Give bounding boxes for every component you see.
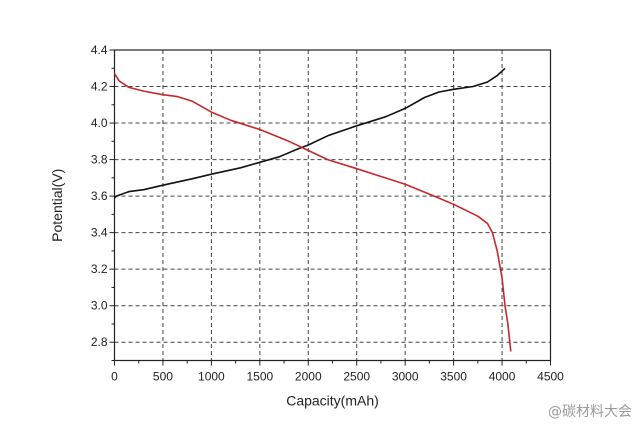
x-tick-label: 500: [153, 370, 173, 384]
y-tick-label: 3.2: [91, 262, 108, 276]
x-tick-label: 1500: [246, 370, 273, 384]
y-tick-label: 2.8: [91, 335, 108, 349]
y-tick-label: 4.0: [91, 116, 108, 130]
x-tick-label: 3500: [440, 370, 467, 384]
y-tick-label: 4.2: [91, 80, 108, 94]
x-tick-label: 1000: [198, 370, 225, 384]
y-tick-label: 3.0: [91, 299, 108, 313]
x-tick-label: 4000: [489, 370, 516, 384]
series-discharge-line: [113, 73, 512, 352]
x-tick-label: 2500: [343, 370, 370, 384]
x-tick-label: 4500: [537, 370, 564, 384]
x-tick-label: 0: [111, 370, 118, 384]
series-charge-line: [113, 67, 506, 199]
y-axis-label: Potential(V): [49, 169, 65, 242]
x-tick-label: 3000: [392, 370, 419, 384]
y-tick-label: 3.8: [91, 153, 108, 167]
x-axis-label: Capacity(mAh): [286, 393, 379, 409]
y-tick-label: 4.4: [91, 43, 108, 57]
y-tick-label: 3.6: [91, 189, 108, 203]
y-tick-label: 3.4: [91, 226, 108, 240]
x-tick-label: 2000: [295, 370, 322, 384]
watermark: @碳材料大会: [548, 404, 632, 420]
